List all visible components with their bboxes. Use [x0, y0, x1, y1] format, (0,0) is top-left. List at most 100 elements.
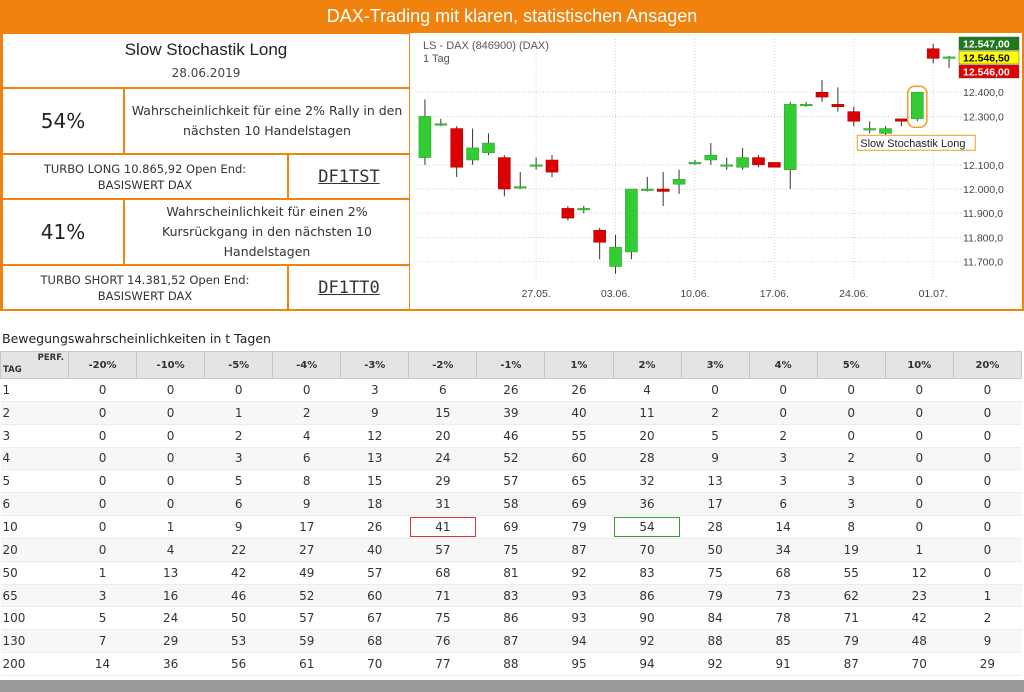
candle-body — [450, 128, 463, 168]
probability-cell: 92 — [613, 629, 682, 654]
price-tag — [958, 64, 1020, 79]
probability-cell: 0 — [68, 538, 137, 562]
probability-cell: 34 — [749, 538, 818, 562]
probability-cell: 67 — [340, 606, 409, 631]
candle-body — [879, 128, 892, 134]
probability-cell: 7 — [68, 629, 137, 654]
rally-percentage: 54% — [2, 88, 124, 154]
column-header: -10% — [136, 351, 206, 379]
probability-cell: 13 — [340, 447, 409, 471]
day-cell: 6 — [0, 492, 69, 517]
price-tag — [958, 50, 1020, 65]
probability-cell: 3 — [817, 492, 886, 517]
y-tick-label: 11.800,0 — [963, 232, 1003, 244]
probability-cell: 29 — [953, 652, 1022, 676]
probability-cell: 13 — [136, 561, 205, 585]
turbo-long-cell: DF1TST — [288, 154, 410, 199]
probability-cell: 93 — [544, 584, 613, 608]
candle-body — [815, 91, 829, 98]
probability-cell: 0 — [136, 424, 205, 448]
probability-cell: 26 — [476, 378, 545, 402]
price-tag-label: 12.547,00 — [963, 39, 1010, 51]
probability-cell: 94 — [613, 652, 682, 676]
candle-body — [545, 159, 559, 173]
probability-cell: 70 — [885, 652, 954, 676]
page-banner: DAX-Trading mit klaren, statistischen An… — [0, 0, 1024, 33]
probability-cell: 60 — [544, 447, 613, 471]
probability-cell: 0 — [681, 378, 750, 402]
probability-cell: 0 — [68, 515, 137, 539]
corner-tag-label: TAG — [3, 365, 22, 375]
candle-body — [672, 179, 686, 185]
table-row: 100 5 24 50 57 67 75 86 93 90 84 78 71 42 2 — [0, 606, 1022, 631]
column-header: -2% — [408, 351, 478, 379]
probability-cell: 81 — [476, 561, 545, 585]
probability-cell: 40 — [340, 538, 409, 562]
candle-body — [688, 162, 702, 165]
turbo-short-link[interactable]: DF1TT0 — [318, 277, 380, 298]
table-row: 20 0 4 22 27 40 57 75 87 70 50 34 19 1 0 — [0, 538, 1022, 562]
x-tick-label: 17.06. — [760, 288, 789, 300]
probability-cell: 0 — [136, 378, 205, 402]
probability-cell: 56 — [204, 652, 273, 676]
probability-cell: 28 — [681, 515, 750, 539]
probability-cell: 0 — [68, 378, 137, 402]
probability-cell: 0 — [953, 469, 1022, 494]
candle-body — [752, 157, 765, 166]
probability-cell: 1 — [204, 401, 273, 425]
column-header: -20% — [67, 351, 138, 379]
probability-cell: 58 — [476, 492, 545, 517]
probability-cell: 9 — [204, 515, 273, 539]
probability-cell: 46 — [204, 584, 273, 608]
probability-cell: 87 — [476, 629, 545, 654]
probability-cell: 26 — [340, 515, 409, 539]
chart-subtitle: 1 Tag — [423, 53, 450, 65]
probability-cell: 18 — [340, 492, 409, 517]
turbo-short-cell: DF1TT0 — [288, 265, 410, 310]
probability-cell: 76 — [408, 629, 477, 654]
candle-body — [768, 162, 781, 168]
probability-cell: 9 — [340, 401, 409, 425]
probability-cell: 57 — [476, 469, 545, 494]
chart-title: LS - DAX (846900) (DAX) — [423, 40, 549, 52]
column-header: -5% — [204, 351, 274, 379]
day-cell: 2 — [0, 401, 69, 425]
probability-cell: 0 — [749, 401, 818, 425]
probability-cell: 42 — [204, 561, 273, 585]
table-row: 10 0 1 9 17 26 41 69 79 54 28 14 8 0 0 — [0, 515, 1022, 539]
probability-cell: 59 — [272, 629, 341, 654]
candle-body — [942, 56, 956, 59]
probability-cell: 0 — [817, 401, 886, 425]
probability-cell: 12 — [340, 424, 409, 448]
probability-cell: 0 — [68, 469, 137, 494]
probability-cell: 61 — [272, 652, 341, 676]
probability-cell: 3 — [204, 447, 273, 471]
probability-cell: 23 — [885, 584, 954, 608]
probability-cell: 3 — [340, 378, 409, 402]
probability-cell: 69 — [476, 515, 545, 539]
day-cell: 5 — [0, 469, 69, 494]
probability-cell: 27 — [272, 538, 341, 562]
probability-cell: 5 — [204, 469, 273, 494]
horizontal-scrollbar[interactable] — [0, 680, 1024, 692]
table-row: 200 14 36 56 61 70 77 88 95 94 92 91 87 70 29 — [0, 652, 1022, 676]
probability-cell: 0 — [885, 378, 954, 402]
probability-cell: 0 — [136, 469, 205, 494]
probability-cell: 70 — [613, 538, 682, 562]
probability-cell: 6 — [272, 447, 341, 471]
probability-cell: 9 — [272, 492, 341, 517]
price-tag — [958, 36, 1020, 51]
probability-cell: 6 — [204, 492, 273, 517]
turbo-long-info: TURBO LONG 10.865,92 Open End: BASISWERT… — [2, 154, 288, 199]
probability-cell: 8 — [817, 515, 886, 539]
turbo-long-link[interactable]: DF1TST — [318, 166, 380, 187]
probability-cell: 28 — [613, 447, 682, 471]
probability-cell: 68 — [340, 629, 409, 654]
probability-cell: 2 — [953, 606, 1022, 631]
probability-cell: 73 — [749, 584, 818, 608]
probability-cell: 70 — [340, 652, 409, 676]
candle-body — [720, 164, 733, 167]
candle-body — [641, 188, 654, 191]
probability-cell: 0 — [953, 447, 1022, 471]
probability-cell: 0 — [68, 401, 137, 425]
